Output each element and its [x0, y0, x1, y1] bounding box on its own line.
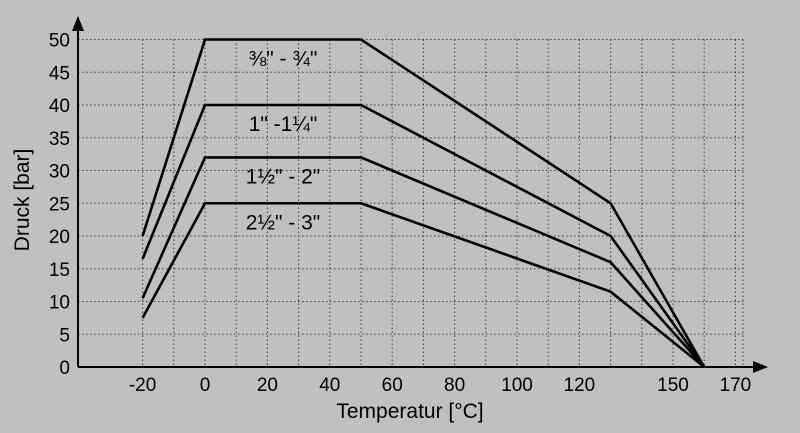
- x-tick-label: 40: [319, 375, 340, 396]
- series-line-2: [141, 103, 706, 368]
- series-lines: [141, 38, 706, 369]
- series-label-3: 1½" - 2": [246, 165, 320, 188]
- x-axis-arrow: [753, 361, 768, 373]
- series-labels: ⅜" - ¾" 1" -1¼" 1½" - 2" 2½" - 3": [246, 48, 320, 235]
- series-line-4: [141, 201, 706, 369]
- y-axis-arrow: [72, 16, 84, 31]
- y-tick-label: 45: [49, 63, 70, 84]
- x-axis-title: Temperatur [°C]: [336, 400, 483, 423]
- y-tick-label: 30: [49, 162, 70, 183]
- x-tick-labels: -20 0 20 40 60 80 100 120 150 170: [129, 375, 751, 396]
- y-tick-label: 50: [49, 31, 70, 52]
- x-tick-label: 120: [564, 375, 596, 396]
- y-tick-label: 15: [49, 260, 70, 281]
- y-tick-label: 25: [49, 194, 70, 215]
- series-line-1: [141, 38, 706, 368]
- x-tick-label: 100: [501, 375, 533, 396]
- series-line-3: [141, 156, 706, 368]
- y-tick-label: 10: [49, 293, 70, 314]
- series-label-4: 2½" - 3": [246, 211, 320, 234]
- x-tick-label: -20: [129, 375, 156, 396]
- series-label-1: ⅜" - ¾": [249, 48, 318, 71]
- y-axis-title: Druck [bar]: [11, 149, 34, 252]
- y-tick-labels: 0 5 10 15 20 25 30 35 40 45 50: [49, 31, 70, 380]
- x-tick-label: 60: [382, 375, 403, 396]
- x-tick-label: 20: [257, 375, 278, 396]
- grid: [78, 39, 744, 367]
- y-tick-label: 5: [59, 325, 70, 346]
- y-tick-label: 20: [49, 227, 70, 248]
- y-tick-label: 0: [59, 358, 70, 379]
- x-tick-label: 150: [657, 375, 689, 396]
- x-tick-label: 0: [200, 375, 211, 396]
- y-tick-label: 35: [49, 129, 70, 150]
- y-tick-label: 40: [49, 96, 70, 117]
- series-label-2: 1" -1¼": [249, 113, 318, 136]
- x-tick-label: 170: [720, 375, 752, 396]
- axes: [72, 16, 768, 373]
- x-tick-label: 80: [444, 375, 465, 396]
